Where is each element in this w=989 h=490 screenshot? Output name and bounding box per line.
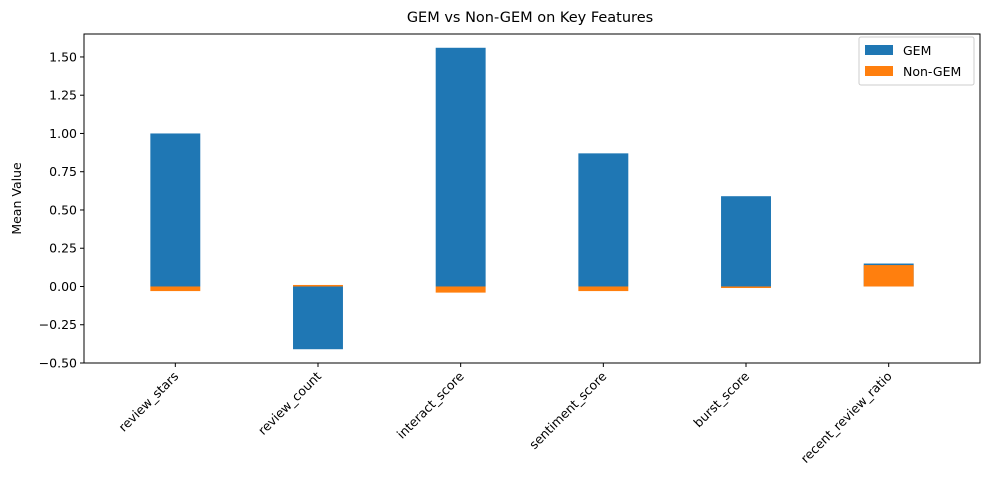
bar-gem-sentiment-score [578, 153, 629, 287]
bar-non-gem-interact-score [435, 286, 486, 293]
bar-gem-interact-score [435, 47, 486, 287]
x-tick-label: review_stars [115, 369, 181, 435]
chart-title: GEM vs Non-GEM on Key Features [407, 10, 653, 26]
x-tick-label: burst_score [690, 368, 752, 430]
bar-non-gem-review-count [293, 284, 343, 287]
x-tick-label: interact_score [394, 368, 467, 441]
bars-group [150, 47, 914, 350]
legend-swatch-non-gem [865, 66, 893, 76]
y-tick-label: 0.00 [49, 279, 77, 294]
x-tick-label: sentiment_score [526, 368, 610, 452]
y-axis-label: Mean Value [9, 162, 24, 235]
bar-gem-review-count [293, 286, 343, 350]
bar-non-gem-burst-score [721, 286, 771, 289]
x-tick-label: review_count [255, 368, 324, 437]
y-tick-label: 0.50 [49, 202, 77, 217]
y-tick-label: 0.25 [49, 241, 77, 256]
bar-gem-review-stars [150, 133, 201, 287]
legend-label: GEM [903, 43, 931, 58]
legend-label: Non-GEM [903, 64, 961, 79]
legend: GEM Non-GEM [858, 36, 975, 86]
y-tick-label: 1.50 [49, 49, 77, 64]
x-tick-label: recent_review_ratio [798, 369, 895, 466]
y-tick-label: −0.25 [39, 317, 77, 332]
y-tick-label: −0.50 [39, 356, 77, 371]
y-tick-label: 1.25 [49, 88, 77, 103]
bar-gem-burst-score [721, 196, 771, 287]
y-tick-label: 1.00 [49, 126, 77, 141]
plot-frame [83, 33, 981, 364]
legend-swatch-gem [865, 45, 893, 55]
y-tick-label: 0.75 [49, 164, 77, 179]
bar-non-gem-recent-review-ratio [863, 265, 914, 287]
bar-non-gem-sentiment-score [578, 286, 629, 292]
bar-non-gem-review-stars [150, 286, 201, 292]
